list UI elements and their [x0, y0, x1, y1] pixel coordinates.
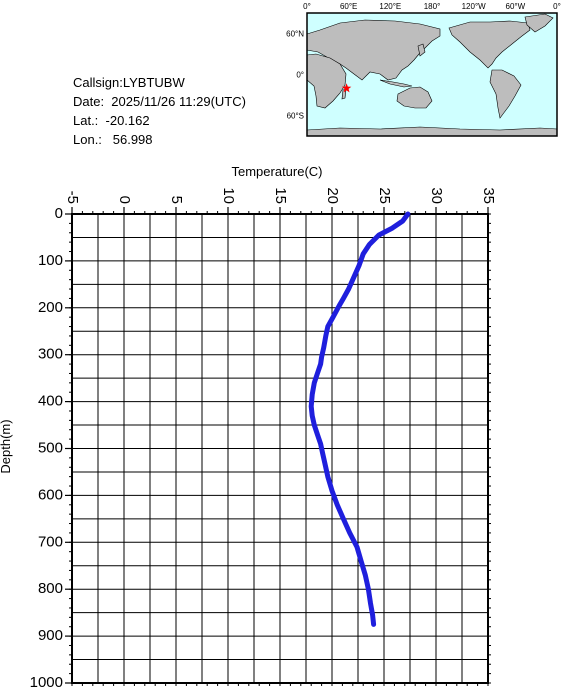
y-tick-label: 0	[55, 205, 63, 222]
map-lon-label: 0°	[303, 2, 311, 11]
y-tick-label: 800	[38, 580, 63, 597]
data-point	[320, 355, 324, 359]
data-point	[331, 315, 335, 319]
y-tick-label: 700	[38, 533, 63, 550]
x-tick-label: 30	[428, 187, 445, 204]
data-point	[322, 346, 326, 350]
data-point	[312, 423, 316, 427]
data-point	[319, 442, 323, 446]
temperature-profile-line	[308, 211, 411, 627]
x-tick-label: -5	[64, 191, 81, 204]
data-point	[326, 475, 330, 479]
data-point	[315, 371, 319, 375]
data-point	[310, 414, 314, 418]
map-land-africa	[306, 53, 347, 109]
map-land-greenland	[524, 13, 554, 33]
data-point	[341, 517, 345, 521]
map-land-north-america	[448, 20, 531, 69]
data-point	[361, 252, 365, 256]
map-lon-label: 120°W	[462, 2, 487, 11]
callsign-label: Callsign:LYBTUBW	[73, 75, 185, 90]
data-point	[357, 264, 361, 268]
data-point	[401, 219, 405, 223]
plot-frame	[71, 213, 489, 684]
data-point	[335, 503, 339, 507]
x-tick-label: 15	[272, 187, 289, 204]
data-point	[321, 451, 325, 455]
data-point	[366, 587, 370, 591]
map-lat-label: 60°N	[286, 30, 304, 39]
map-land-south-america	[489, 69, 522, 119]
data-point	[337, 303, 341, 307]
data-point	[312, 381, 316, 385]
map-frame	[306, 12, 558, 137]
data-point	[319, 362, 323, 366]
data-point	[352, 275, 356, 279]
map-lat-label: 0°	[296, 71, 304, 80]
x-tick-label: 10	[220, 187, 237, 204]
y-tick-label: 600	[38, 486, 63, 503]
map-land-indonesia	[379, 79, 413, 88]
map-lon-label: 60°E	[340, 2, 357, 11]
data-point	[377, 233, 381, 237]
data-point	[324, 334, 328, 338]
data-point	[363, 573, 367, 577]
data-point	[315, 432, 319, 436]
map-lon-label: 0°	[553, 2, 561, 11]
map-land-australia	[396, 86, 433, 109]
y-tick-label: 500	[38, 439, 63, 456]
y-tick-label: 100	[38, 252, 63, 269]
x-tick-label: 35	[480, 187, 497, 204]
x-tick-label: 20	[324, 187, 341, 204]
x-axis-title: Temperature(C)	[231, 164, 322, 179]
date-label: Date: 2025/11/26 11:29(UTC)	[73, 94, 246, 109]
data-point	[310, 393, 314, 397]
longitude-label: Lon.: 56.998	[73, 132, 153, 147]
map-lat-label: 60°S	[287, 112, 304, 121]
data-point	[390, 226, 394, 230]
y-tick-label: 200	[38, 299, 63, 316]
x-tick-label: 25	[376, 187, 393, 204]
data-point	[359, 559, 363, 563]
map-land-japan	[417, 43, 426, 57]
data-point	[348, 531, 352, 535]
x-tick-label: 5	[168, 196, 185, 204]
data-point	[372, 622, 376, 626]
station-marker-star	[341, 83, 352, 93]
x-tick-label: 0	[116, 196, 133, 204]
y-tick-label: 400	[38, 393, 63, 410]
map-lon-label: 120°E	[379, 2, 401, 11]
data-point	[355, 545, 359, 549]
y-tick-label: 900	[38, 627, 63, 644]
data-point	[347, 287, 351, 291]
data-point	[330, 489, 334, 493]
data-point	[367, 242, 371, 246]
map-lon-label: 180°	[424, 2, 441, 11]
data-point	[341, 296, 345, 300]
station-info: Callsign:LYBTUBW Date: 2025/11/26 11:29(…	[73, 73, 246, 149]
data-point	[326, 325, 330, 329]
data-point	[323, 461, 327, 465]
y-tick-label: 1000	[30, 674, 63, 690]
data-point	[309, 404, 313, 408]
data-point	[406, 212, 410, 216]
data-point	[368, 601, 372, 605]
data-point	[371, 613, 375, 617]
latitude-label: Lat.: -20.162	[73, 113, 150, 128]
y-axis-title: Depth(m)	[0, 419, 13, 473]
map-lon-label: 60°W	[506, 2, 526, 11]
y-tick-label: 300	[38, 346, 63, 363]
